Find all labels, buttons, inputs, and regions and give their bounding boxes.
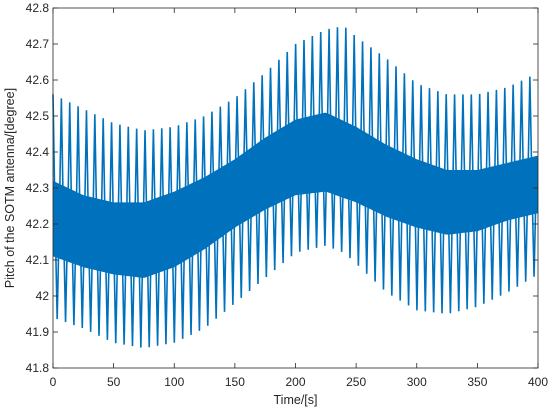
series-0-dense-band bbox=[53, 112, 538, 278]
y-tick-label: 42.3 bbox=[26, 181, 50, 195]
x-tick-label: 200 bbox=[285, 375, 305, 389]
series-0-line bbox=[52, 27, 537, 348]
x-tick-label: 100 bbox=[164, 375, 184, 389]
x-tick-label: 0 bbox=[50, 375, 57, 389]
y-tick-label: 41.9 bbox=[26, 325, 50, 339]
x-tick-label: 400 bbox=[528, 375, 548, 389]
x-axis-ticks: 0 50 100 150 200 250 300 350 400 bbox=[50, 8, 548, 389]
y-tick-label: 41.8 bbox=[26, 361, 50, 375]
y-axis-title: Pitch of the SOTM antenna/[degree] bbox=[3, 88, 17, 288]
x-tick-label: 150 bbox=[225, 375, 245, 389]
y-tick-label: 42.6 bbox=[26, 73, 50, 87]
x-tick-label: 350 bbox=[467, 375, 487, 389]
y-tick-label: 42.7 bbox=[26, 37, 50, 51]
y-tick-label: 42.1 bbox=[26, 253, 50, 267]
x-tick-label: 300 bbox=[407, 375, 427, 389]
y-tick-label: 42.2 bbox=[26, 217, 50, 231]
y-tick-label: 42 bbox=[36, 289, 50, 303]
x-tick-label: 250 bbox=[346, 375, 366, 389]
x-tick-label: 50 bbox=[107, 375, 121, 389]
y-tick-label: 42.5 bbox=[26, 109, 50, 123]
y-axis-ticks: 41.8 41.9 42 42.1 42.2 42.3 42.4 42.5 42.6 42.7 42… bbox=[26, 1, 538, 375]
y-tick-label: 42.8 bbox=[26, 1, 50, 15]
x-axis-title: Time/[s] bbox=[274, 393, 318, 407]
series-layer bbox=[52, 27, 538, 348]
y-tick-label: 42.4 bbox=[26, 145, 50, 159]
